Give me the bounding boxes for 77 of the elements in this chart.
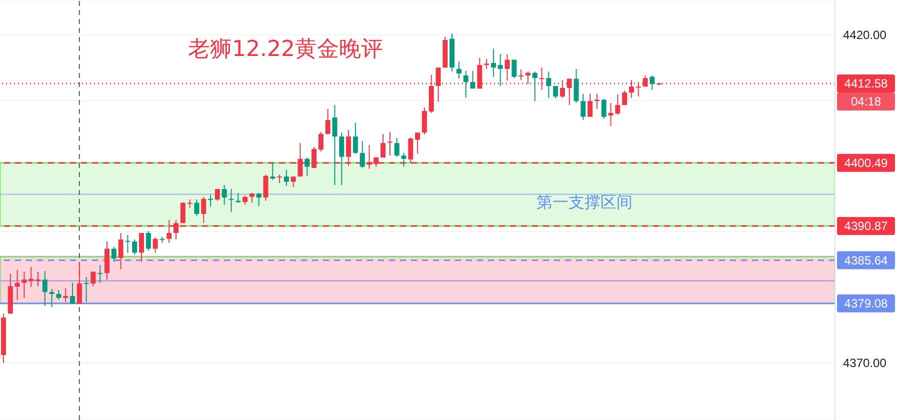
candlestick: [222, 184, 227, 206]
candlestick: [318, 131, 324, 152]
candlestick: [622, 90, 628, 106]
band-label: 第一支撑区间: [536, 192, 632, 212]
candlestick: [360, 140, 365, 168]
candlestick: [84, 276, 89, 302]
candlestick: [588, 93, 593, 118]
candlestick: [490, 48, 496, 78]
candlestick: [214, 188, 220, 202]
candlestick: [463, 70, 468, 98]
candlestick: [63, 288, 68, 302]
candlestick: [484, 58, 490, 70]
candlestick: [284, 169, 289, 186]
candlestick: [125, 234, 130, 254]
candlestick: [90, 271, 96, 287]
candlestick: [498, 53, 503, 86]
candlestick: [242, 195, 248, 206]
y-tick-label: 4370.00: [843, 356, 887, 370]
candlestick: [512, 59, 517, 79]
candlestick: [132, 239, 138, 256]
candlestick: [352, 122, 358, 154]
candlestick: [580, 93, 586, 121]
candlestick: [263, 174, 268, 202]
candlestick: [401, 152, 406, 168]
candlestick: [387, 131, 392, 156]
candlestick: [98, 264, 103, 284]
candlestick: [560, 80, 565, 98]
ref-line-label: 4379.08: [844, 296, 888, 310]
candlestick: [152, 237, 158, 254]
candlestick: [504, 54, 510, 82]
candlestick: [394, 137, 400, 158]
candlestick: [332, 104, 338, 186]
candlestick: [201, 196, 206, 224]
candlestick: [49, 288, 54, 308]
candlestick: [518, 69, 524, 81]
text: 04:18: [850, 94, 882, 108]
candlestick: [456, 61, 462, 80]
candlestick: [208, 194, 214, 208]
candlestick: [118, 232, 124, 270]
candlestick: [380, 133, 386, 158]
candlestick: [304, 157, 310, 176]
candlestick: [56, 290, 62, 300]
candlestick: [553, 85, 558, 99]
candlestick: [325, 108, 330, 136]
candlestick: [70, 282, 76, 304]
candlestick: [415, 132, 420, 154]
candlestick: [650, 74, 655, 90]
candlestick: [636, 82, 641, 97]
candlestick: [290, 176, 296, 188]
candlestick: [28, 266, 34, 288]
candlestick: [194, 199, 200, 216]
candlestick: [270, 162, 276, 180]
text: 老狮12.22黄金晚评: [188, 36, 383, 64]
ref-line-label: 4385.64: [844, 253, 888, 268]
candlestick: [339, 132, 344, 186]
candlestick: [42, 270, 48, 306]
ref-line-label: 4390.87: [844, 218, 888, 233]
candlestick: [139, 232, 144, 262]
ref-line-label: 4412.58: [844, 76, 888, 90]
candlestick: [256, 192, 262, 207]
candlestick: [574, 68, 579, 104]
candlestick: [532, 71, 538, 102]
candlestick: [14, 269, 20, 300]
ref-line-label: 4400.49: [844, 156, 888, 170]
candlestick: [546, 71, 552, 98]
candlestick: [249, 192, 254, 204]
candlestick: [146, 230, 151, 252]
candlestick: [76, 261, 82, 304]
candlestick: [422, 107, 427, 136]
candlestick: [22, 271, 27, 298]
candlestick: [180, 202, 186, 224]
candlestick: [36, 271, 41, 287]
candlestick: [470, 70, 476, 90]
candlestick: [228, 188, 234, 212]
candlestick: [111, 246, 116, 262]
candlestick: [601, 98, 606, 120]
y-tick-label: 4420.00: [843, 28, 887, 42]
